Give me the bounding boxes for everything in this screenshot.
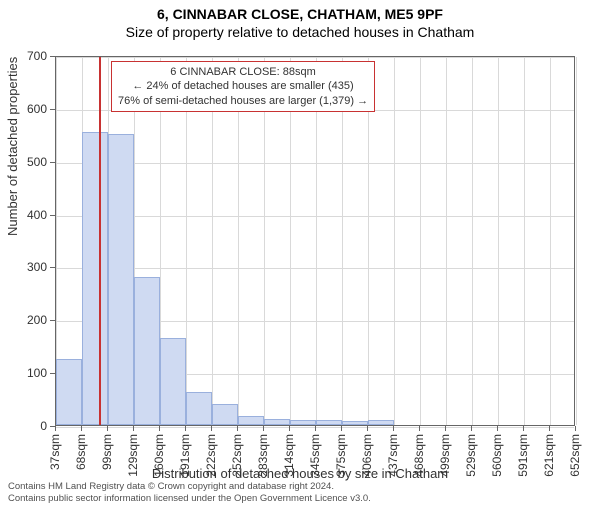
x-tick-mark [523,426,524,431]
x-tick-mark [211,426,212,431]
histogram-bar [108,134,134,425]
gridline-vertical [342,57,343,425]
x-tick-label: 591sqm [516,434,530,477]
gridline-vertical [316,57,317,425]
footer-line1: Contains HM Land Registry data © Crown c… [8,481,371,492]
x-tick-mark [367,426,368,431]
footer-attribution: Contains HM Land Registry data © Crown c… [8,481,371,504]
annotation-box: 6 CINNABAR CLOSE: 88sqm← 24% of detached… [111,61,375,112]
x-tick-label: 652sqm [568,434,582,477]
histogram-bar [186,392,212,425]
x-tick-label: 314sqm [282,434,296,477]
x-tick-mark [107,426,108,431]
x-tick-label: 560sqm [490,434,504,477]
x-tick-mark [575,426,576,431]
x-axis-label: Distribution of detached houses by size … [0,466,600,481]
x-tick-label: 222sqm [204,434,218,477]
x-tick-mark [497,426,498,431]
x-tick-label: 468sqm [412,434,426,477]
x-tick-label: 191sqm [178,434,192,477]
x-tick-label: 621sqm [542,434,556,477]
y-tick-label: 300 [0,260,47,274]
gridline-vertical [446,57,447,425]
x-tick-label: 283sqm [256,434,270,477]
x-tick-mark [185,426,186,431]
gridline-vertical [290,57,291,425]
page-title-line1: 6, CINNABAR CLOSE, CHATHAM, ME5 9PF [0,6,600,22]
annotation-line2: ← 24% of detached houses are smaller (43… [118,79,368,93]
x-tick-label: 37sqm [48,434,62,470]
x-tick-mark [393,426,394,431]
histogram-bar [264,419,290,425]
gridline-vertical [498,57,499,425]
y-tick-label: 600 [0,102,47,116]
gridline-vertical [238,57,239,425]
histogram-bar [56,359,82,425]
histogram-bar [82,132,108,425]
footer-line2: Contains public sector information licen… [8,493,371,504]
x-tick-mark [549,426,550,431]
x-tick-label: 437sqm [386,434,400,477]
x-tick-label: 529sqm [464,434,478,477]
y-tick-label: 0 [0,419,47,433]
x-tick-mark [289,426,290,431]
x-tick-mark [341,426,342,431]
x-tick-mark [159,426,160,431]
y-tick-mark [50,320,55,321]
x-tick-mark [81,426,82,431]
x-tick-mark [263,426,264,431]
x-tick-mark [133,426,134,431]
y-tick-mark [50,373,55,374]
y-tick-mark [50,267,55,268]
gridline-vertical [212,57,213,425]
x-tick-label: 375sqm [334,434,348,477]
property-marker-line [99,57,101,425]
y-tick-mark [50,56,55,57]
annotation-line1: 6 CINNABAR CLOSE: 88sqm [118,65,368,79]
histogram-bar [368,420,394,425]
histogram-bar [160,338,186,425]
histogram-bar [316,420,342,425]
y-tick-mark [50,109,55,110]
gridline-vertical [186,57,187,425]
gridline-vertical [420,57,421,425]
y-tick-label: 700 [0,49,47,63]
x-tick-label: 406sqm [360,434,374,477]
annotation-line3: 76% of semi-detached houses are larger (… [118,94,368,108]
histogram-bar [342,421,368,425]
histogram-bar [238,416,264,426]
x-tick-label: 160sqm [152,434,166,477]
y-tick-label: 100 [0,366,47,380]
gridline-horizontal [56,57,574,58]
gridline-vertical [368,57,369,425]
histogram-bar [212,404,238,425]
gridline-vertical [524,57,525,425]
gridline-vertical [472,57,473,425]
y-tick-mark [50,162,55,163]
y-tick-mark [50,215,55,216]
gridline-vertical [576,57,577,425]
gridline-vertical [550,57,551,425]
x-tick-mark [237,426,238,431]
x-tick-label: 68sqm [74,434,88,470]
x-tick-mark [55,426,56,431]
x-tick-label: 99sqm [100,434,114,470]
x-tick-label: 345sqm [308,434,322,477]
x-tick-mark [419,426,420,431]
x-tick-label: 499sqm [438,434,452,477]
y-tick-label: 200 [0,313,47,327]
gridline-vertical [264,57,265,425]
y-tick-label: 400 [0,208,47,222]
gridline-vertical [394,57,395,425]
y-tick-label: 500 [0,155,47,169]
x-tick-mark [445,426,446,431]
x-tick-mark [315,426,316,431]
x-tick-label: 252sqm [230,434,244,477]
x-tick-label: 129sqm [126,434,140,477]
histogram-bar [290,420,316,425]
histogram-bar [134,277,160,425]
histogram-chart: 6 CINNABAR CLOSE: 88sqm← 24% of detached… [55,56,575,426]
page-title-line2: Size of property relative to detached ho… [0,24,600,40]
x-tick-mark [471,426,472,431]
